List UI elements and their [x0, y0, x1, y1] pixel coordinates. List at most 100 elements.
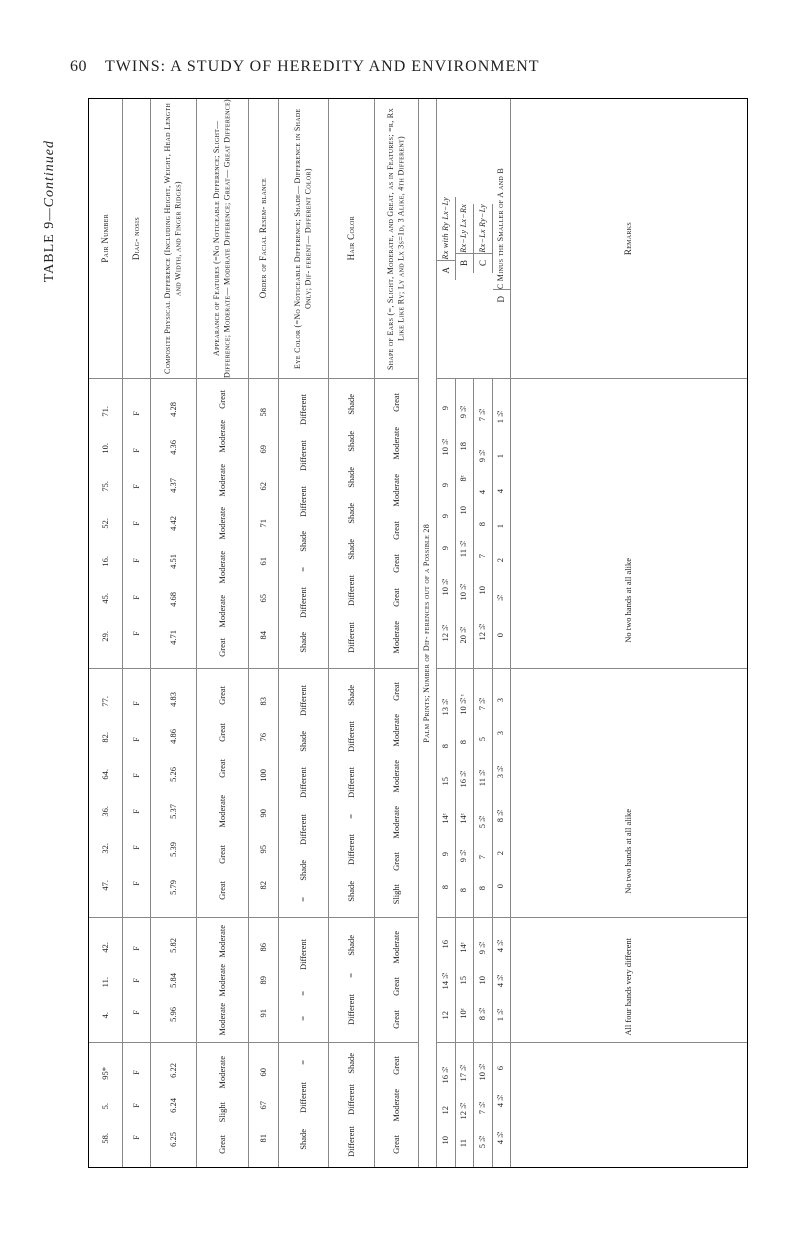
cell-value: 1 [496, 524, 506, 528]
cell-value: 10½ [441, 577, 451, 596]
palm-main-label: Palm Prints; Number of Dif- ferences out… [419, 99, 437, 1167]
cell-value: Slight [392, 884, 402, 904]
cell-value: Shade [347, 431, 357, 452]
cell-value: F [132, 881, 142, 886]
g4-compos: 6.226.246.25 [151, 1043, 196, 1167]
g1-order: 58696271616584 [249, 379, 278, 669]
cell-value: 9 [441, 514, 451, 518]
cell-value: 9½ [478, 940, 488, 954]
data-compos: 4.284.364.374.424.514.684.71 4.834.865.2… [151, 379, 196, 1167]
g3-C: 9½108½ [474, 918, 492, 1043]
cell-value: Moderate [218, 964, 228, 997]
data-pair: 71.10.75.52.16.45.29. 77.82.64.36.32.47.… [89, 379, 122, 1167]
cell-value: 95 [259, 845, 269, 854]
data-appear: GreatModerateModerateModerateModerateMod… [197, 379, 248, 1167]
cell-value: 14ᶜ [441, 813, 451, 824]
g3-eye: Different== [279, 918, 328, 1043]
cell-value: 9½ [459, 404, 469, 418]
cell-value: 5.26 [169, 767, 179, 782]
header-order: Order of Facial Resem- blance [249, 99, 278, 379]
cell-value: 82. [101, 732, 111, 743]
g1-eye: DifferentDifferentDifferentShade=Differe… [279, 379, 328, 669]
cell-value: 16. [101, 556, 111, 567]
cell-value: Different [299, 1082, 309, 1113]
palm-B-formula: Rx−Ly Lx−Rx [459, 204, 469, 253]
cell-value: No two hands at all alike [624, 809, 634, 894]
cell-value: 76 [259, 733, 269, 742]
g4-C: 10½7½5½ [474, 1043, 492, 1167]
cell-value: 4 [496, 489, 506, 493]
cell-value: Great [392, 588, 402, 607]
cell-value: 86 [259, 943, 269, 952]
col-pair: Pair Number 71.10.75.52.16.45.29. 77.82.… [89, 99, 123, 1167]
cell-value: 12 [441, 1011, 451, 1020]
cell-value: Moderate [218, 507, 228, 540]
cell-value: 11½ [478, 768, 488, 786]
cell-value: = [347, 973, 357, 978]
cell-value: F [132, 631, 142, 636]
cell-value: Moderate [218, 551, 228, 584]
cell-value: Different [347, 1084, 357, 1115]
cell-value: 6.24 [169, 1098, 179, 1113]
cell-value: Shade [347, 1053, 357, 1074]
palm-C-label: C [478, 260, 488, 266]
col-eye: Eye Color (=No Noticeable Difference; Sh… [279, 99, 329, 1167]
cell-value: 5.79 [169, 880, 179, 895]
cell-value: Moderate [392, 714, 402, 747]
cell-value: 18 [459, 442, 469, 451]
cell-value: Shade [299, 860, 309, 881]
palm-subheaders: Rx with Ry Lx−Ly A Rx−Ly Lx−Rx B Rx−Lx R… [437, 99, 510, 379]
cell-value: Different [347, 767, 357, 798]
col-remarks: Remarks No two hands at all alike No two… [511, 99, 747, 1167]
cell-value: 8½ [496, 808, 506, 822]
g2-eye: DifferentShadeDifferentDifferentShade= [279, 669, 328, 918]
cell-value: Great [392, 521, 402, 540]
g2-pair: 77.82.64.36.32.47. [89, 669, 122, 918]
g1-B: 9½188ᶜ1011½10½20½ [456, 379, 474, 669]
g4-hair: ShadeDifferentDifferent [329, 1043, 374, 1167]
cell-value: 71 [259, 519, 269, 528]
g2-diag: FFFFFF [123, 669, 150, 918]
cell-value: 5.37 [169, 804, 179, 819]
cell-value: F [132, 558, 142, 563]
palm-D-col: 1½1412½0 333½8½20 4½4½1½ 64½4½ [493, 379, 511, 1167]
cell-value: F [132, 845, 142, 850]
g1-A: 910½99910½12½ [437, 379, 455, 669]
cell-value: 71. [101, 406, 111, 417]
header-shape-text: Shape of Ears (=, Slight, Moderate, and … [386, 99, 407, 378]
cell-value: F [132, 737, 142, 742]
table-label: TABLE 9—Continued [42, 140, 58, 282]
cell-value: 10½ [441, 437, 451, 456]
cell-value: 0 [496, 633, 506, 637]
cell-value: All four hands very different [624, 938, 634, 1036]
cell-value: 100 [259, 769, 269, 782]
cell-value: Shade [299, 531, 309, 552]
cell-value: Shade [347, 881, 357, 902]
cell-value: 4.71 [169, 630, 179, 645]
cell-value: 10 [478, 586, 488, 595]
header-appear: Appearance of Features (=No Noticeable D… [197, 99, 248, 379]
cell-value: 16½ [441, 1065, 451, 1084]
cell-value: Great [392, 852, 402, 871]
cell-value: Great [392, 682, 402, 701]
cell-value: 2 [496, 558, 506, 562]
cell-value: 6.22 [169, 1063, 179, 1078]
cell-value: 42. [101, 942, 111, 953]
header-appear-text: Appearance of Features (=No Noticeable D… [212, 99, 233, 378]
g4-diag: FFF [123, 1043, 150, 1167]
cell-value: 82 [259, 881, 269, 890]
cell-value: 4. [101, 1012, 111, 1018]
cell-value: No two hands at all alike [624, 558, 634, 643]
cell-value: 77. [101, 696, 111, 707]
g3-D: 4½4½1½ [493, 918, 511, 1043]
cell-value: Great [392, 1010, 402, 1029]
header-remarks-text: Remarks [623, 222, 635, 255]
cell-value: 12½ [441, 623, 451, 642]
cell-value: 5½ [478, 814, 488, 828]
g2-shape: GreatModerateModerateModerateGreatSlight [375, 669, 418, 918]
col-shape: Shape of Ears (=, Slight, Moderate, and … [375, 99, 419, 1167]
table: Pair Number 71.10.75.52.16.45.29. 77.82.… [88, 98, 748, 1168]
cell-value: 16½ [459, 769, 469, 788]
cell-value: Great [218, 845, 228, 864]
cell-value: = [299, 897, 309, 902]
